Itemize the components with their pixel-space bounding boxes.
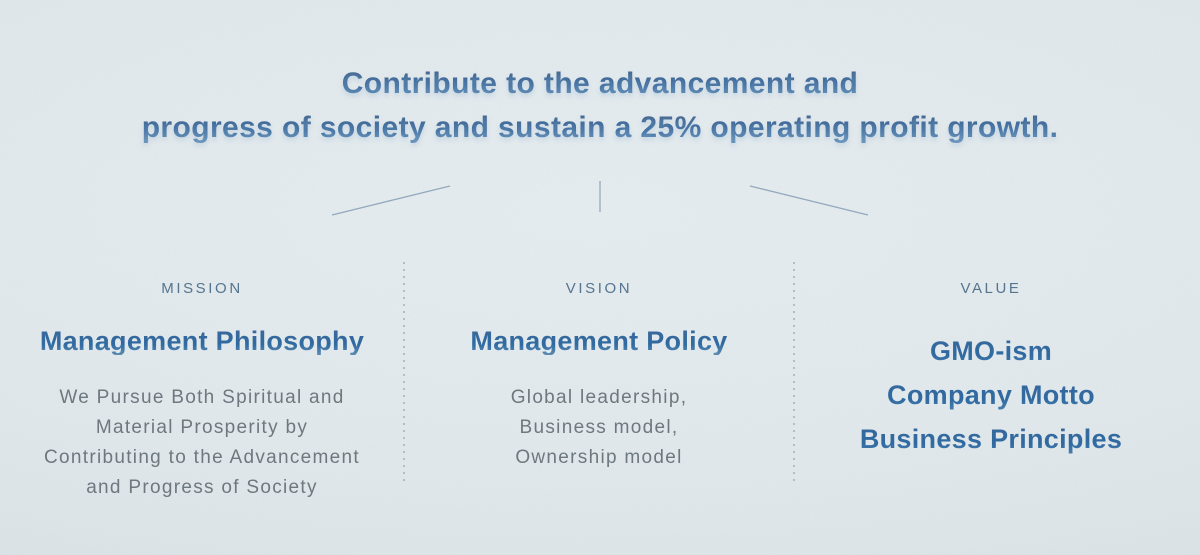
connector-line-left [331,185,451,216]
value-column: VALUE GMO-ism Company Motto Business Pri… [794,281,1200,503]
column-divider-right [793,262,795,484]
value-label: VALUE [960,280,1022,297]
vision-body-line: Business model, [519,417,679,438]
value-heading-company-motto: Company Motto [794,373,1188,417]
mission-label: MISSION [161,280,243,297]
mission-body-line: and Progress of Society [86,477,318,498]
vision-label: VISION [565,280,633,297]
vision-body-line: Global leadership, [510,387,688,408]
value-heading-gmo-ism: GMO-ism [794,329,1188,373]
column-divider-left [403,262,405,484]
page-title-line-2: progress of society and sustain a 25% op… [0,106,1200,150]
mission-body-line: Material Prosperity by [95,417,309,438]
columns-row: MISSION Management Philosophy We Pursue … [0,281,1200,503]
vision-body-line: Ownership model [515,447,683,468]
mission-body-line: We Pursue Both Spiritual and [59,387,345,408]
vision-heading: Management Policy [404,328,794,355]
value-heading-business-principles: Business Principles [794,417,1188,461]
page-title: Contribute to the advancement and progre… [0,62,1200,150]
value-heading-group: GMO-ism Company Motto Business Principle… [794,329,1188,461]
mission-column: MISSION Management Philosophy We Pursue … [0,281,404,503]
vision-column: VISION Management Policy Global leadersh… [404,281,794,503]
mission-heading: Management Philosophy [0,328,404,355]
page-title-line-1: Contribute to the advancement and [0,62,1200,106]
mission-body: We Pursue Both Spiritual and Material Pr… [0,383,404,503]
connector-line-right [749,185,869,216]
vision-body: Global leadership, Business model, Owner… [404,383,794,473]
mission-body-line: Contributing to the Advancement [44,447,360,468]
